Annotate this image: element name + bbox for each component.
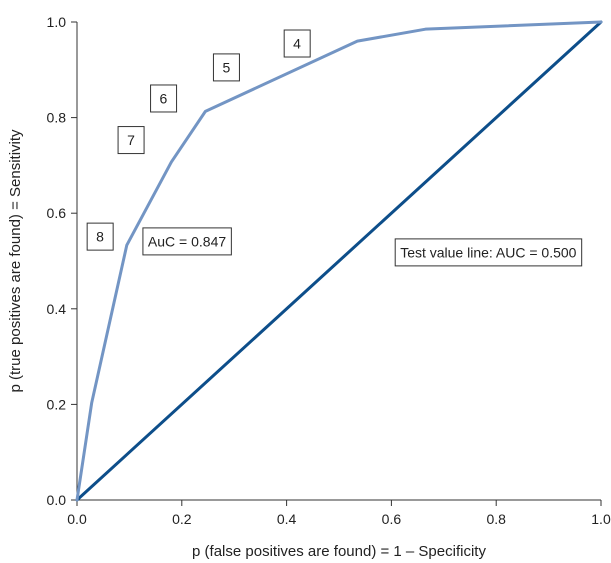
- annotation-box: 4: [283, 29, 311, 58]
- annotation-frame: [150, 84, 178, 113]
- test-value-line: [75, 20, 603, 502]
- y-tick-label: 0.2: [47, 396, 67, 412]
- annotation-label: 7: [127, 132, 135, 148]
- plot-area: 0.0 0.2 0.4 0.6 0.8 1.0 0.0 0.2 0.4 0.6 0.8 1.0 4 5…: [47, 14, 611, 527]
- y-tick-label: 0.8: [47, 110, 67, 126]
- annotation-frame: [212, 53, 240, 82]
- annotation-label: 5: [222, 59, 230, 75]
- annotation-label: 4: [293, 36, 301, 52]
- annotation-label: 8: [96, 229, 104, 245]
- annotation-frame: [142, 227, 232, 256]
- y-tick-label: 0.4: [47, 301, 67, 317]
- x-tick-label: 0.2: [172, 511, 192, 527]
- x-axis-title: p (false positives are found) = 1 – Spec…: [192, 543, 486, 560]
- x-tick-label: 1.0: [591, 511, 611, 527]
- roc-curve-line: [75, 20, 603, 502]
- annotation-box: 7: [117, 126, 145, 155]
- y-tick-label: 0.0: [47, 492, 67, 508]
- x-tick-label: 0.8: [486, 511, 506, 527]
- x-axis-ticks: 0.0 0.2 0.4 0.6 0.8 1.0: [67, 500, 611, 527]
- annotation-frame: [86, 222, 114, 251]
- x-tick-label: 0.0: [67, 511, 87, 527]
- y-tick-label: 1.0: [47, 14, 67, 30]
- annotation-box: 5: [212, 53, 240, 82]
- annotation-layer: 4 5 6 7 8 AuC = 0.847 Test value line: AUC = 0…: [86, 29, 583, 267]
- annotation-label: 6: [160, 90, 168, 106]
- annotation-box: Test value line: AUC = 0.500: [394, 238, 583, 267]
- x-tick-label: 0.4: [277, 511, 297, 527]
- annotation-frame: [394, 238, 583, 267]
- y-axis-title: p (true positives are found) = Sensitivi…: [7, 129, 24, 393]
- annotation-label: Test value line: AUC = 0.500: [400, 244, 576, 260]
- annotation-frame: [283, 29, 311, 58]
- y-tick-label: 0.6: [47, 205, 67, 221]
- annotation-frame: [117, 126, 145, 155]
- annotation-box: 6: [150, 84, 178, 113]
- series-layer: [75, 20, 603, 502]
- x-tick-label: 0.6: [382, 511, 402, 527]
- annotation-box: 8: [86, 222, 114, 251]
- annotation-label: AuC = 0.847: [148, 233, 226, 249]
- y-axis-ticks: 0.0 0.2 0.4 0.6 0.8 1.0: [47, 14, 77, 508]
- annotation-box: AuC = 0.847: [142, 227, 232, 256]
